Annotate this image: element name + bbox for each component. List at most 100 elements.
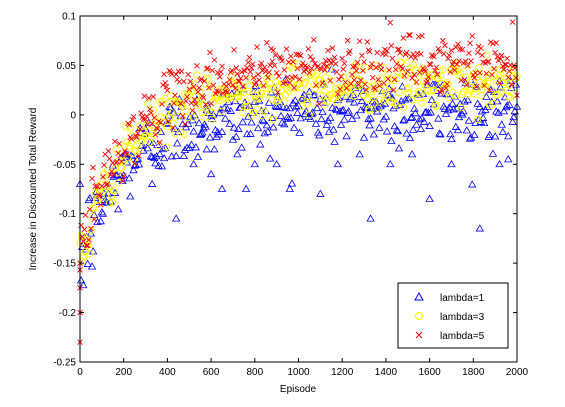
point-lambda-1 — [452, 104, 462, 112]
point-lambda-5 — [271, 62, 278, 69]
point-lambda-3 — [489, 99, 497, 108]
point-lambda-5 — [257, 63, 264, 70]
point-lambda-1 — [151, 159, 160, 167]
point-lambda-5 — [447, 69, 454, 75]
point-lambda-3 — [470, 90, 479, 98]
point-lambda-1 — [356, 105, 365, 114]
point-lambda-5 — [101, 162, 107, 168]
point-lambda-5 — [320, 61, 327, 68]
point-lambda-1 — [316, 95, 325, 103]
point-lambda-5 — [187, 78, 194, 85]
x-tick-label: 200 — [115, 367, 132, 378]
point-lambda-5 — [159, 101, 165, 107]
point-lambda-5 — [225, 81, 232, 88]
point-lambda-5 — [258, 60, 265, 67]
point-lambda-1 — [342, 132, 351, 140]
point-lambda-3 — [89, 203, 97, 211]
point-lambda-5 — [310, 36, 317, 43]
legend-label-lambda-3: lambda=3 — [440, 312, 485, 323]
point-lambda-1 — [291, 96, 300, 104]
point-lambda-5 — [366, 48, 373, 55]
point-lambda-1 — [449, 105, 458, 113]
point-lambda-1 — [455, 99, 465, 107]
point-lambda-5 — [243, 74, 249, 81]
point-lambda-3 — [153, 127, 162, 135]
point-lambda-1 — [504, 155, 513, 163]
point-lambda-1 — [405, 133, 415, 141]
point-lambda-1 — [415, 115, 424, 123]
point-lambda-5 — [492, 49, 498, 56]
point-lambda-1 — [189, 159, 198, 168]
point-lambda-1 — [293, 108, 302, 116]
point-lambda-1 — [399, 116, 408, 124]
point-lambda-5 — [359, 52, 365, 59]
point-lambda-1 — [265, 154, 275, 162]
point-lambda-3 — [375, 96, 383, 104]
point-lambda-5 — [341, 60, 348, 67]
point-lambda-1 — [335, 107, 345, 115]
point-lambda-5 — [418, 51, 424, 57]
legend-marker-lambda-3 — [414, 311, 424, 321]
x-tick-label: 1400 — [375, 367, 398, 378]
point-lambda-3 — [150, 121, 158, 129]
point-lambda-3 — [365, 107, 374, 115]
point-lambda-5 — [459, 46, 466, 53]
point-lambda-5 — [235, 78, 242, 85]
point-lambda-3 — [323, 97, 331, 106]
point-lambda-3 — [248, 89, 257, 97]
point-lambda-5 — [347, 48, 353, 54]
point-lambda-1 — [232, 132, 241, 140]
point-lambda-1 — [241, 184, 251, 192]
point-lambda-1 — [295, 128, 304, 136]
point-lambda-3 — [350, 92, 358, 101]
point-lambda-1 — [129, 166, 138, 174]
point-lambda-5 — [96, 193, 103, 200]
point-lambda-5 — [472, 70, 479, 76]
point-lambda-1 — [93, 217, 102, 226]
point-lambda-3 — [92, 195, 101, 204]
point-lambda-5 — [473, 83, 480, 90]
point-lambda-5 — [177, 100, 184, 107]
point-lambda-3 — [295, 79, 304, 88]
point-lambda-5 — [403, 49, 410, 56]
point-lambda-5 — [129, 117, 136, 123]
point-lambda-1 — [441, 109, 451, 117]
point-lambda-3 — [418, 99, 426, 107]
point-lambda-5 — [253, 79, 259, 86]
point-lambda-1 — [339, 105, 348, 113]
point-lambda-5 — [176, 79, 183, 85]
point-lambda-1 — [263, 127, 273, 135]
point-lambda-5 — [412, 55, 419, 61]
point-lambda-1 — [157, 162, 167, 170]
point-lambda-3 — [189, 113, 198, 121]
point-lambda-5 — [272, 52, 279, 58]
point-lambda-1 — [284, 114, 293, 122]
point-lambda-3 — [390, 99, 399, 107]
point-lambda-5 — [424, 78, 431, 84]
point-lambda-1 — [292, 102, 301, 110]
point-lambda-3 — [303, 100, 311, 108]
point-lambda-1 — [85, 193, 95, 202]
point-lambda-3 — [285, 87, 293, 95]
point-lambda-5 — [321, 67, 328, 73]
point-lambda-3 — [130, 146, 139, 155]
point-lambda-5 — [150, 93, 157, 100]
point-lambda-5 — [401, 73, 408, 79]
point-lambda-5 — [357, 77, 364, 84]
point-lambda-3 — [88, 212, 96, 221]
point-lambda-3 — [476, 78, 484, 87]
point-lambda-1 — [330, 137, 339, 145]
point-lambda-1 — [425, 194, 434, 202]
point-lambda-5 — [209, 67, 216, 74]
point-lambda-5 — [279, 57, 285, 64]
point-lambda-5 — [374, 49, 380, 56]
point-lambda-1 — [402, 129, 411, 137]
point-lambda-3 — [87, 226, 95, 234]
point-lambda-1 — [448, 99, 457, 107]
point-lambda-3 — [110, 187, 118, 195]
point-lambda-5 — [474, 49, 481, 56]
point-lambda-5 — [112, 138, 118, 145]
point-lambda-5 — [183, 98, 189, 104]
y-tick-label: -0.05 — [53, 160, 76, 171]
